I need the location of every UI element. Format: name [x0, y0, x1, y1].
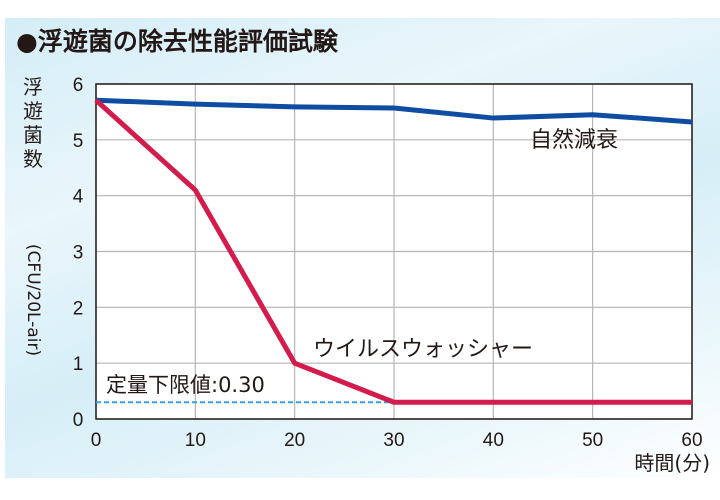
y-axis-label: 浮遊菌数 [23, 75, 43, 171]
series-label-virus-washer: ウイルスウォッシャー [313, 337, 533, 362]
x-tick-label: 50 [582, 430, 603, 451]
detection-limit-label: 定量下限値:0.30 [106, 373, 265, 397]
y-tick-label: 0 [73, 410, 84, 431]
y-tick-label: 4 [73, 187, 84, 208]
y-tick-label: 2 [73, 298, 84, 319]
y-tick-label: 3 [73, 243, 84, 264]
x-tick-label: 60 [681, 430, 702, 451]
y-tick-label: 5 [73, 131, 84, 152]
x-tick-label: 20 [284, 430, 305, 451]
x-tick-label: 0 [91, 430, 102, 451]
x-tick-label: 10 [185, 430, 206, 451]
series-label-natural-decay: 自然減衰 [530, 128, 618, 153]
x-tick-label: 40 [483, 430, 504, 451]
y-tick-label: 1 [73, 354, 84, 375]
x-axis-label: 時間(分) [634, 451, 710, 475]
x-tick-label: 30 [383, 430, 404, 451]
plot-frame [95, 83, 693, 420]
chart-title: ●浮遊菌の除去性能評価試験 [16, 27, 338, 56]
y-tick-label: 6 [73, 75, 84, 96]
